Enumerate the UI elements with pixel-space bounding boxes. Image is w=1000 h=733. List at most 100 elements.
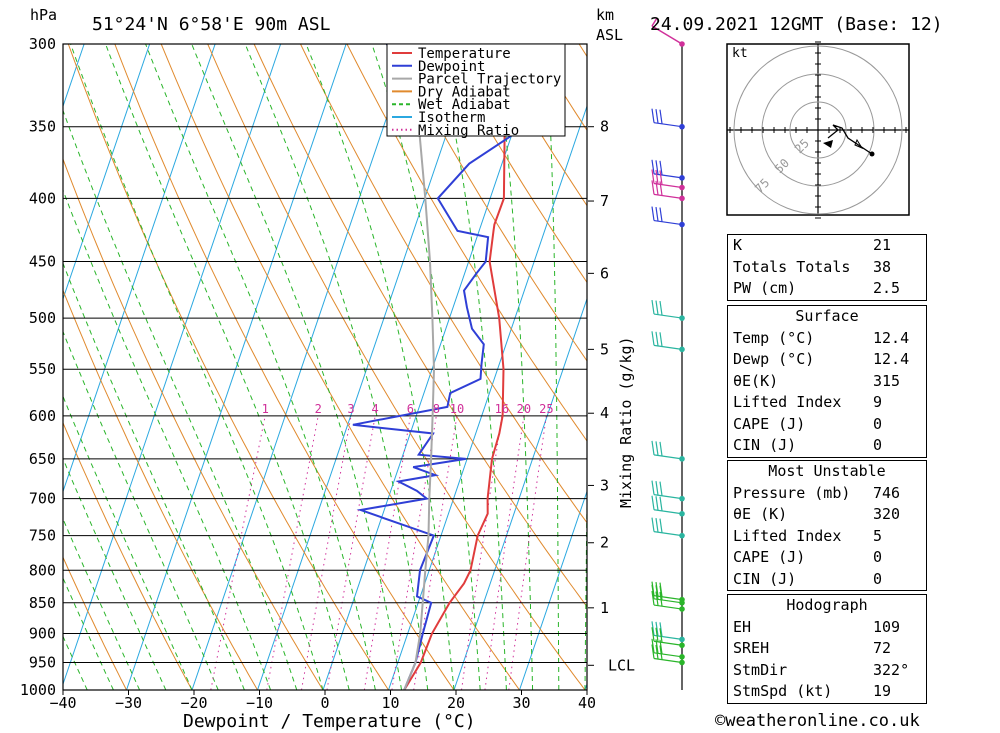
- wet-adiabat-line: [63, 457, 167, 690]
- wind-barb-dot: [679, 495, 685, 502]
- mixing-ratio-label: 1: [262, 402, 269, 416]
- row-value: 746: [873, 483, 901, 502]
- wind-barb: [651, 17, 685, 47]
- pressure-tick-label: 850: [29, 594, 56, 612]
- wet-adiabat-line: [244, 44, 429, 690]
- pressure-tick-label: 1000: [20, 681, 56, 699]
- km-tick-label: 5: [600, 340, 609, 358]
- mixing-ratio-label: 10: [450, 402, 464, 416]
- km-unit-label: km: [596, 6, 614, 24]
- x-tick-label: −20: [180, 694, 207, 712]
- datetime-label: 24.09.2021 12GMT (Base: 12): [650, 14, 943, 35]
- mixing-ratio-line: [266, 415, 319, 690]
- wind-barb: [651, 331, 685, 353]
- dewpoint-line: [352, 44, 531, 690]
- mixing-ratio-line: [391, 415, 437, 690]
- wet-adiabat-line: [546, 44, 560, 690]
- wind-barb: [651, 440, 685, 462]
- isotherm-line: [63, 44, 282, 686]
- km-tick-label: 6: [600, 264, 609, 282]
- hodograph-unit-label: kt: [732, 46, 748, 61]
- storm-motion-arrow: [823, 140, 833, 148]
- wet-adiabat-line: [63, 517, 141, 690]
- isotherm-line: [0, 44, 19, 690]
- wind-barb: [651, 300, 685, 321]
- wind-barb: [651, 495, 685, 517]
- x-tick-label: −40: [49, 694, 76, 712]
- row-value: 0: [873, 436, 883, 454]
- table-row: CIN (J) 0: [728, 569, 926, 591]
- pressure-tick-label: 450: [29, 253, 56, 271]
- x-tick-label: 40: [578, 694, 596, 712]
- wet-adiabat-line: [436, 44, 507, 690]
- isotherm-line: [519, 489, 587, 690]
- row-key: CIN (J): [733, 569, 797, 588]
- row-key: PW (cm): [733, 279, 797, 297]
- wet-adiabat-line: [63, 576, 114, 690]
- table-row: EH 109: [728, 617, 926, 639]
- table-row: CAPE (J) 0: [728, 547, 926, 569]
- wind-barb: [651, 590, 685, 612]
- row-key: Lifted Index: [733, 526, 842, 545]
- legend-label: Temperature: [418, 46, 511, 62]
- hodograph-table: Hodograph EH 109 SREH 72 StmDir 322° StmSpd (kt…: [727, 594, 927, 704]
- pressure-tick-label: 750: [29, 527, 56, 545]
- row-value: 0: [873, 569, 883, 588]
- row-key: Pressure (mb): [733, 483, 851, 502]
- row-key: CIN (J): [733, 436, 797, 454]
- wind-barb: [651, 159, 685, 181]
- mixing-ratio-label: 25: [539, 402, 553, 416]
- hodograph-ring: [789, 101, 847, 159]
- x-tick-label: 30: [512, 694, 530, 712]
- row-key: Lifted Index: [733, 393, 842, 411]
- mixing-ratio-label: 16: [495, 402, 509, 416]
- row-value: 2.5: [873, 279, 901, 297]
- pressure-tick-label: 950: [29, 653, 56, 671]
- mixing-ratio-label: 2: [315, 402, 322, 416]
- hpa-unit-label: hPa: [30, 6, 57, 24]
- isotherm-line: [126, 44, 347, 690]
- row-value: 9: [873, 393, 883, 411]
- km-tick-label: 4: [600, 404, 609, 422]
- wind-barb: [651, 638, 685, 660]
- km-tick-label: 3: [600, 476, 609, 494]
- pressure-tick-label: 500: [29, 309, 56, 327]
- table-row: Temp (°C) 12.4: [728, 328, 926, 350]
- table-row: Totals Totals 38: [728, 257, 926, 279]
- x-tick-label: −10: [246, 694, 273, 712]
- copyright-label[interactable]: ©weatheronline.co.uk: [715, 711, 920, 731]
- parcel-trajectory-line: [403, 44, 436, 690]
- x-tick-label: 0: [320, 694, 329, 712]
- row-value: 0: [873, 414, 883, 433]
- row-key: CAPE (J): [733, 548, 806, 566]
- pressure-tick-label: 350: [29, 118, 56, 136]
- row-key: SREH: [733, 639, 770, 657]
- row-value: 315: [873, 371, 901, 390]
- x-tick-label: −30: [115, 694, 142, 712]
- row-key: Temp (°C): [733, 328, 815, 347]
- mixing-ratio-line: [210, 415, 266, 690]
- wet-adiabat-line: [371, 44, 481, 690]
- isotherm-line: [322, 44, 544, 690]
- legend-label: Parcel Trajectory: [418, 72, 561, 88]
- wet-adiabat-line: [105, 44, 350, 690]
- row-key: K: [733, 236, 743, 254]
- row-key: StmSpd (kt): [733, 682, 833, 700]
- row-value: 5: [873, 526, 883, 545]
- table-row: θE(K) 315: [728, 371, 926, 393]
- table-row: K 21: [728, 235, 926, 257]
- row-key: StmDir: [733, 660, 788, 679]
- dry-adiabat-line: [392, 44, 587, 362]
- legend-box: [386, 43, 566, 137]
- asl-label: ASL: [596, 26, 623, 44]
- km-tick-label: 7: [600, 192, 609, 210]
- wet-adiabat-line: [495, 44, 534, 690]
- legend-label: Dewpoint: [418, 59, 485, 75]
- mixing-ratio-label: 20: [517, 402, 531, 416]
- mixing-ratio-line: [363, 415, 411, 690]
- most-unstable-table: Most Unstable Pressure (mb) 746 θE (K) 320 Li…: [727, 460, 927, 591]
- wind-barb: [651, 108, 685, 130]
- tbl-surface-title: Surface: [795, 307, 859, 325]
